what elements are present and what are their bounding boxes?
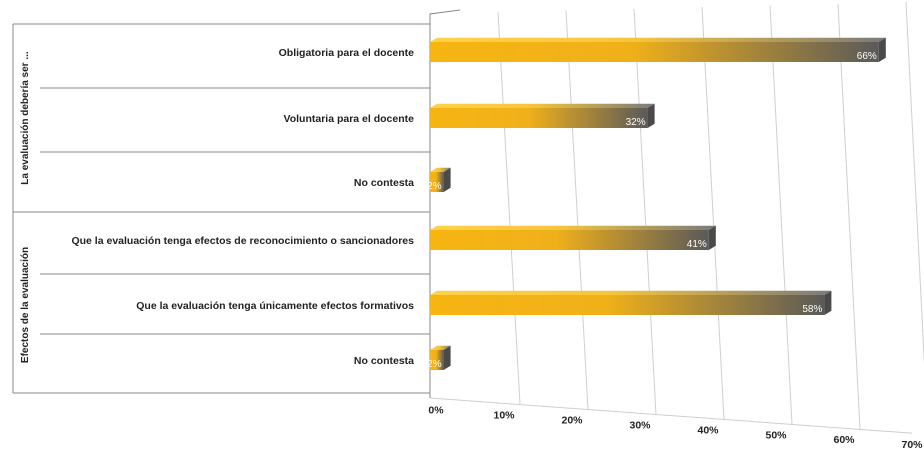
x-tick-label: 30% [629, 419, 651, 431]
x-tick-label: 20% [561, 414, 583, 426]
category-label: Obligatoria para el docente [279, 47, 415, 59]
data-label: 58% [802, 304, 822, 315]
data-label: 66% [857, 51, 877, 62]
data-label: 2% [427, 181, 442, 192]
bar [430, 37, 886, 62]
category-label: Voluntaria para el docente [283, 113, 414, 125]
gridline [633, 8, 657, 415]
gridline [565, 10, 589, 410]
gridlines [429, 2, 924, 434]
category-axis [12, 9, 461, 398]
data-label: 32% [626, 117, 646, 128]
x-axis-ticks: 0% 10% 20% 30% 40% 50% 60% 70% [428, 404, 923, 451]
category-label: No contesta [354, 355, 414, 367]
bar [430, 225, 716, 250]
category-label: Que la evaluación tenga únicamente efect… [136, 300, 414, 312]
gridline [837, 3, 861, 430]
x-tick-label: 10% [493, 409, 515, 421]
group-label: La evaluación debería ser ... [20, 51, 31, 185]
gridline [769, 5, 793, 425]
category-label: Que la evaluación tenga efectos de recon… [71, 235, 414, 247]
bar [430, 167, 451, 192]
category-label: No contesta [354, 177, 414, 189]
gridline [905, 2, 924, 366]
floor-line [429, 397, 913, 434]
bar [430, 103, 655, 128]
bar [430, 345, 451, 370]
data-label: 2% [427, 359, 442, 370]
category-labels: Obligatoria para el docente Voluntaria pa… [20, 47, 414, 367]
x-tick-label: 40% [697, 424, 719, 436]
bars: 66% 32% 2% 41% 58% 2% [427, 37, 886, 370]
gridline [497, 12, 521, 405]
data-label: 41% [687, 239, 707, 250]
group-label: Efectos de la evaluación [20, 247, 31, 363]
value-axis-wall [429, 9, 461, 398]
x-tick-label: 50% [765, 429, 787, 441]
x-tick-label: 70% [901, 439, 923, 451]
gridline [701, 7, 725, 420]
x-tick-label: 60% [833, 434, 855, 446]
x-tick-label: 0% [428, 404, 444, 416]
bar [430, 290, 832, 315]
